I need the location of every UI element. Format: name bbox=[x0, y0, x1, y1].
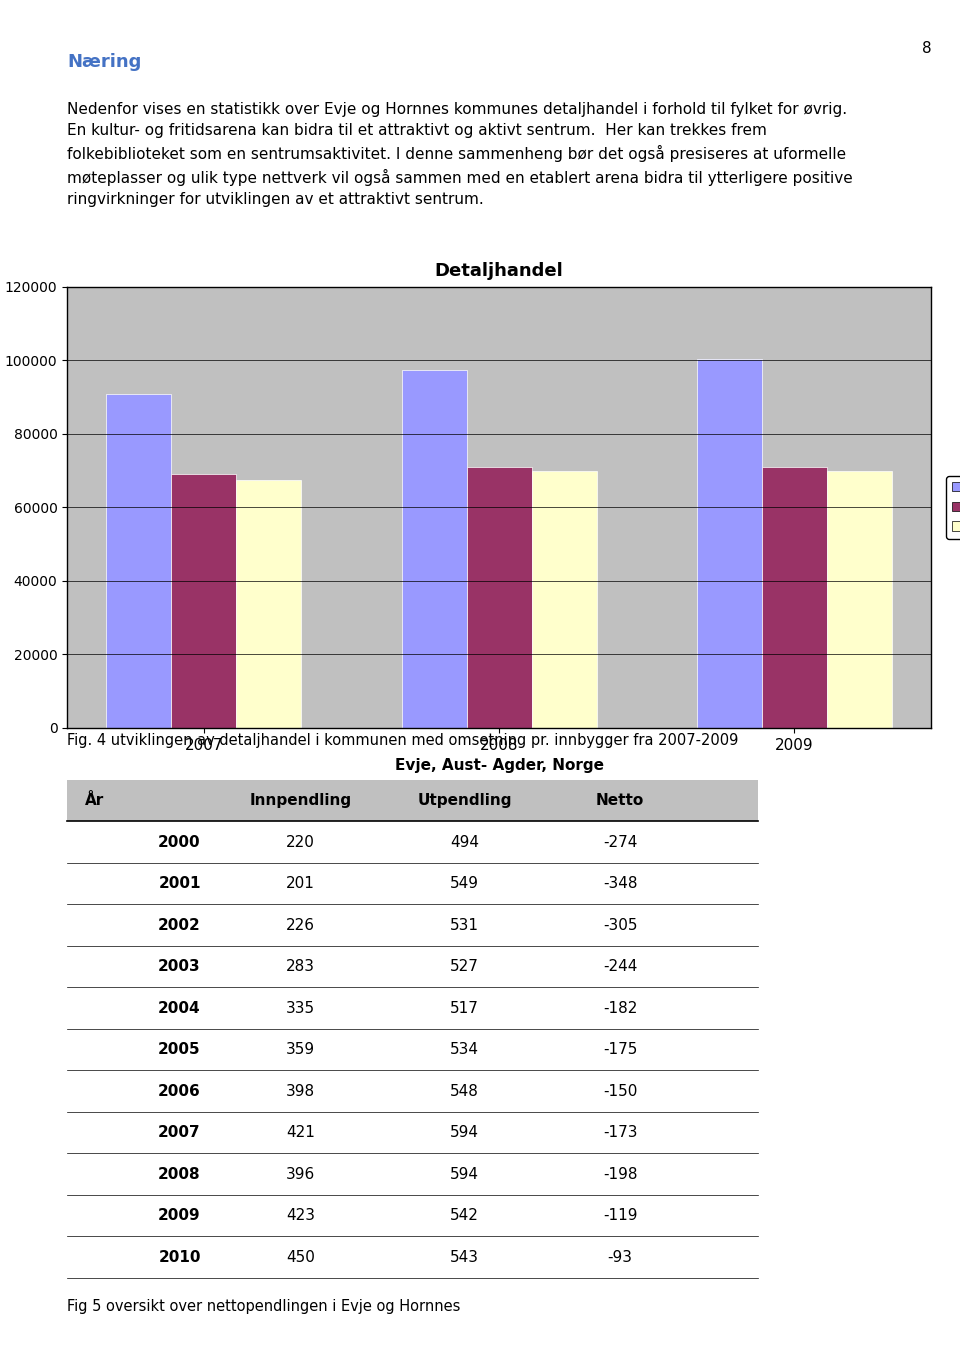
Text: 2002: 2002 bbox=[158, 917, 201, 932]
Text: Nedenfor vises en statistikk over Evje og Hornnes kommunes detaljhandel i forhol: Nedenfor vises en statistikk over Evje o… bbox=[67, 103, 852, 207]
Text: 527: 527 bbox=[450, 959, 479, 974]
Text: 421: 421 bbox=[286, 1125, 315, 1140]
Text: Netto: Netto bbox=[596, 793, 644, 808]
Text: 517: 517 bbox=[450, 1001, 479, 1016]
Text: År: År bbox=[84, 793, 104, 808]
Bar bbox=[107, 393, 172, 728]
Title: Detaljhandel: Detaljhandel bbox=[435, 262, 564, 280]
Bar bbox=[67, 780, 758, 821]
Text: 594: 594 bbox=[450, 1125, 479, 1140]
Text: 2008: 2008 bbox=[158, 1166, 201, 1182]
Text: 542: 542 bbox=[450, 1208, 479, 1223]
Text: 494: 494 bbox=[450, 835, 479, 850]
Text: Fig. 4 utviklingen av detaljhandel i kommunen med omsetning pr. innbygger fra 20: Fig. 4 utviklingen av detaljhandel i kom… bbox=[67, 734, 738, 748]
Text: 2001: 2001 bbox=[158, 875, 201, 892]
Text: Utpendling: Utpendling bbox=[418, 793, 512, 808]
Text: 2006: 2006 bbox=[158, 1084, 201, 1098]
Legend: Evje og Hornnes, Aust-Agder, Norge: Evje og Hornnes, Aust-Agder, Norge bbox=[947, 476, 960, 539]
Bar bbox=[532, 470, 597, 728]
Text: 2003: 2003 bbox=[158, 959, 201, 974]
Text: 548: 548 bbox=[450, 1084, 479, 1098]
Text: 396: 396 bbox=[286, 1166, 315, 1182]
Text: -198: -198 bbox=[603, 1166, 637, 1182]
Text: 534: 534 bbox=[450, 1042, 479, 1056]
Text: 2004: 2004 bbox=[158, 1001, 201, 1016]
Text: -348: -348 bbox=[603, 875, 637, 892]
Text: Innpendling: Innpendling bbox=[250, 793, 351, 808]
Text: 283: 283 bbox=[286, 959, 315, 974]
Text: -173: -173 bbox=[603, 1125, 637, 1140]
Bar bbox=[697, 358, 762, 728]
Text: 450: 450 bbox=[286, 1250, 315, 1265]
Text: -119: -119 bbox=[603, 1208, 637, 1223]
Bar bbox=[762, 467, 827, 728]
Text: -182: -182 bbox=[603, 1001, 637, 1016]
Text: Fig 5 oversikt over nettopendlingen i Evje og Hornnes: Fig 5 oversikt over nettopendlingen i Ev… bbox=[67, 1298, 461, 1313]
Bar bbox=[236, 480, 301, 728]
Text: -274: -274 bbox=[603, 835, 637, 850]
Text: 549: 549 bbox=[450, 875, 479, 892]
Bar bbox=[172, 474, 236, 728]
Text: Næring: Næring bbox=[67, 53, 141, 70]
Text: -244: -244 bbox=[603, 959, 637, 974]
Text: 423: 423 bbox=[286, 1208, 315, 1223]
Text: 531: 531 bbox=[450, 917, 479, 932]
Text: 543: 543 bbox=[450, 1250, 479, 1265]
Text: 335: 335 bbox=[286, 1001, 315, 1016]
Bar bbox=[467, 467, 532, 728]
Text: 2005: 2005 bbox=[158, 1042, 201, 1056]
Text: 398: 398 bbox=[286, 1084, 315, 1098]
Text: 2000: 2000 bbox=[158, 835, 201, 850]
Text: 2007: 2007 bbox=[158, 1125, 201, 1140]
Text: 201: 201 bbox=[286, 875, 315, 892]
Text: -93: -93 bbox=[608, 1250, 633, 1265]
Text: -305: -305 bbox=[603, 917, 637, 932]
Text: 220: 220 bbox=[286, 835, 315, 850]
Bar bbox=[401, 370, 467, 728]
Text: 594: 594 bbox=[450, 1166, 479, 1182]
Text: 359: 359 bbox=[286, 1042, 315, 1056]
Text: -175: -175 bbox=[603, 1042, 637, 1056]
Text: -150: -150 bbox=[603, 1084, 637, 1098]
Bar bbox=[827, 470, 892, 728]
Text: 8: 8 bbox=[922, 41, 931, 55]
X-axis label: Evje, Aust- Agder, Norge: Evje, Aust- Agder, Norge bbox=[395, 758, 604, 773]
Text: 226: 226 bbox=[286, 917, 315, 932]
Text: 2010: 2010 bbox=[158, 1250, 201, 1265]
Text: 2009: 2009 bbox=[158, 1208, 201, 1223]
